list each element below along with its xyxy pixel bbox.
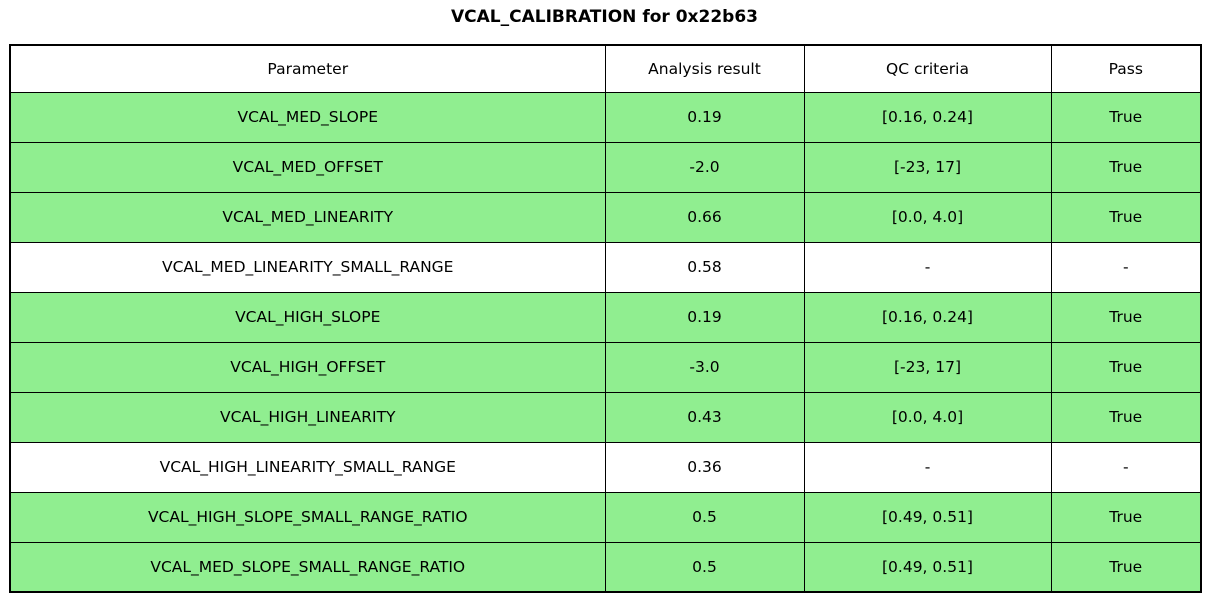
table-row: VCAL_MED_LINEARITY_SMALL_RANGE 0.58- -: [9, 241, 1202, 293]
analysis-result-cell: 0.43: [604, 391, 805, 443]
qc-criteria-cell: [0.49, 0.51]: [803, 491, 1052, 543]
table-row: VCAL_HIGH_SLOPE 0.19 [0.16, 0.24] True: [9, 291, 1202, 343]
parameter-cell: VCAL_MED_SLOPE: [9, 91, 606, 143]
qc-criteria-cell: [0.0, 4.0]: [803, 191, 1052, 243]
analysis-result-cell: 0.58: [604, 241, 805, 293]
analysis-result-cell: 0.19: [604, 91, 805, 143]
column-header-pass: Pass: [1050, 44, 1202, 93]
parameter-cell: VCAL_MED_LINEARITY: [9, 191, 606, 243]
table-body: VCAL_MED_SLOPE 0.19 [0.16, 0.24] True VCAL_M…: [9, 91, 1202, 593]
table-row: VCAL_HIGH_LINEARITY_SMALL_RANGE 0.36- -: [9, 441, 1202, 493]
qc-criteria-cell: [0.16, 0.24]: [803, 291, 1052, 343]
analysis-result-cell: -3.0: [604, 341, 805, 393]
analysis-result-cell: 0.5: [604, 491, 805, 543]
parameter-cell: VCAL_MED_LINEARITY_SMALL_RANGE: [9, 241, 606, 293]
analysis-result-cell: 0.5: [604, 541, 805, 593]
qc-criteria-cell: [0.0, 4.0]: [803, 391, 1052, 443]
table-row: VCAL_HIGH_SLOPE_SMALL_RANGE_RATIO 0.5 [0.4…: [9, 491, 1202, 543]
table-row: VCAL_HIGH_OFFSET -3.0 [-23, 17] True: [9, 341, 1202, 393]
parameter-cell: VCAL_HIGH_SLOPE: [9, 291, 606, 343]
qc-criteria-cell: [0.16, 0.24]: [803, 91, 1052, 143]
pass-cell: True: [1050, 291, 1202, 343]
analysis-result-cell: -2.0: [604, 141, 805, 193]
pass-cell: True: [1050, 91, 1202, 143]
table-row: VCAL_MED_LINEARITY 0.66 [0.0, 4.0] True: [9, 191, 1202, 243]
table-row: VCAL_MED_OFFSET -2.0 [-23, 17] True: [9, 141, 1202, 193]
analysis-result-cell: 0.36: [604, 441, 805, 493]
analysis-result-cell: 0.66: [604, 191, 805, 243]
column-header-parameter: Parameter: [9, 44, 606, 93]
pass-cell: True: [1050, 491, 1202, 543]
parameter-cell: VCAL_HIGH_OFFSET: [9, 341, 606, 393]
pass-cell: -: [1050, 441, 1202, 493]
table-row: VCAL_MED_SLOPE 0.19 [0.16, 0.24] True: [9, 91, 1202, 143]
column-header-analysis-result: Analysis result: [604, 44, 805, 93]
parameter-cell: VCAL_HIGH_LINEARITY_SMALL_RANGE: [9, 441, 606, 493]
parameter-cell: VCAL_MED_SLOPE_SMALL_RANGE_RATIO: [9, 541, 606, 593]
parameter-cell: VCAL_HIGH_LINEARITY: [9, 391, 606, 443]
pass-cell: True: [1050, 341, 1202, 393]
header-row: Parameter Analysis result QC criteria Pass: [9, 44, 1202, 93]
table-row: VCAL_MED_SLOPE_SMALL_RANGE_RATIO 0.5 [0.49…: [9, 541, 1202, 593]
qc-criteria-cell: [0.49, 0.51]: [803, 541, 1052, 593]
pass-cell: True: [1050, 141, 1202, 193]
qc-criteria-cell: -: [803, 441, 1052, 493]
pass-cell: -: [1050, 241, 1202, 293]
table-row: VCAL_HIGH_LINEARITY 0.43 [0.0, 4.0] True: [9, 391, 1202, 443]
qc-criteria-cell: [-23, 17]: [803, 141, 1052, 193]
qc-criteria-cell: [-23, 17]: [803, 341, 1052, 393]
pass-cell: True: [1050, 191, 1202, 243]
parameter-cell: VCAL_HIGH_SLOPE_SMALL_RANGE_RATIO: [9, 491, 606, 543]
parameter-cell: VCAL_MED_OFFSET: [9, 141, 606, 193]
qc-results-table: Parameter Analysis result QC criteria Pass …: [9, 44, 1202, 593]
column-header-qc-criteria: QC criteria: [803, 44, 1052, 93]
qc-criteria-cell: -: [803, 241, 1052, 293]
pass-cell: True: [1050, 541, 1202, 593]
figure-title: VCAL_CALIBRATION for 0x22b63: [451, 7, 758, 27]
pass-cell: True: [1050, 391, 1202, 443]
analysis-result-cell: 0.19: [604, 291, 805, 343]
